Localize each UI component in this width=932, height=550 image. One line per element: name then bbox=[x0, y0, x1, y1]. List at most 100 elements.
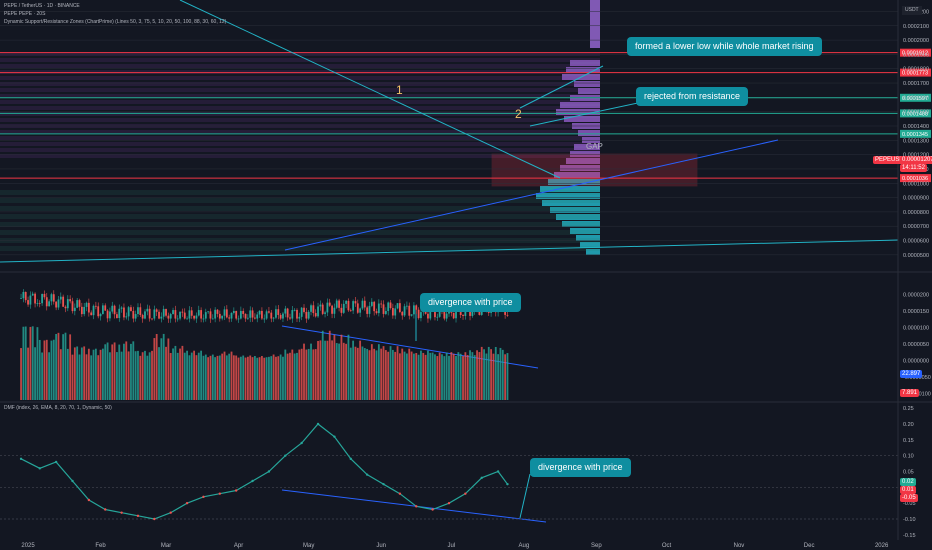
dmf-point bbox=[87, 498, 91, 502]
candle-body bbox=[22, 291, 25, 299]
currency-badge[interactable]: USDT bbox=[902, 6, 922, 15]
volume-bar bbox=[272, 354, 275, 400]
candle-body bbox=[101, 305, 104, 314]
candle-body bbox=[165, 308, 167, 316]
volume-bar bbox=[165, 346, 167, 400]
volume-bar bbox=[331, 340, 333, 400]
candle-body bbox=[298, 316, 301, 319]
candle-body bbox=[349, 310, 352, 312]
volume-bar bbox=[354, 346, 357, 400]
candle-body bbox=[417, 309, 420, 319]
candle-body bbox=[172, 310, 174, 315]
candle-body bbox=[195, 315, 198, 319]
key-level-label: 0.0001488 bbox=[902, 111, 928, 117]
price-tick-label: 0.0001600 bbox=[903, 95, 929, 101]
candle-body bbox=[87, 302, 90, 313]
price-candles bbox=[20, 289, 509, 323]
volume-bar bbox=[239, 356, 242, 400]
volume-bar bbox=[176, 352, 179, 400]
zone-band bbox=[0, 148, 600, 152]
candle-body bbox=[443, 309, 446, 319]
candle-body bbox=[62, 296, 65, 307]
candle-body bbox=[373, 301, 376, 312]
volume-bar bbox=[328, 330, 331, 400]
zone-band bbox=[0, 198, 600, 203]
volume-bar bbox=[73, 347, 76, 400]
candle-body bbox=[109, 311, 111, 319]
dmf-tick-label: -0.05 bbox=[903, 501, 916, 507]
volume-bar bbox=[476, 350, 478, 400]
candle-body bbox=[284, 308, 287, 314]
volume-bar bbox=[181, 345, 184, 400]
candle-body bbox=[83, 306, 86, 315]
dmf-point bbox=[333, 435, 336, 438]
volume-bar bbox=[466, 355, 469, 400]
x-tick-label: Dec bbox=[804, 543, 815, 549]
symbol-legend[interactable]: PEPE / TetherUS · 1D · BINANCE bbox=[4, 3, 80, 9]
dmf-tag-a: 0.02 bbox=[900, 478, 916, 486]
candle-body bbox=[94, 305, 97, 307]
volume-bar bbox=[424, 354, 427, 400]
volume-bar bbox=[349, 347, 352, 400]
callout-dmf-divergence: divergence with price bbox=[530, 458, 631, 477]
volume-bar bbox=[441, 354, 443, 400]
indicator-legend[interactable]: Dynamic Support/Resistance Zones (ChartP… bbox=[4, 19, 227, 25]
volume-bar bbox=[265, 357, 268, 400]
profile-bin bbox=[578, 130, 600, 136]
candle-body bbox=[401, 311, 404, 316]
candle-body bbox=[176, 318, 179, 320]
candle-body bbox=[429, 309, 432, 319]
dmf-divergence-line bbox=[281, 489, 547, 523]
volume-bar bbox=[303, 343, 305, 400]
candle-body bbox=[452, 312, 455, 319]
volume-bar bbox=[307, 348, 310, 400]
candle-body bbox=[272, 317, 275, 319]
dmf-point bbox=[496, 470, 500, 473]
candle-body bbox=[242, 310, 245, 314]
volume-bar bbox=[193, 350, 195, 400]
price-tick-label: 0.0000700 bbox=[903, 224, 929, 230]
volume-bar bbox=[270, 356, 273, 400]
wave-2-label: 2 bbox=[515, 107, 522, 121]
volume-bar bbox=[76, 346, 79, 400]
volume-bar bbox=[94, 348, 97, 400]
volume-bars bbox=[20, 326, 509, 400]
dmf-legend[interactable]: DMF (index, 26, EMA, 8, 20, 70, 1, Dynam… bbox=[4, 405, 112, 411]
volume-bar bbox=[235, 355, 238, 400]
volume-bar bbox=[31, 326, 34, 400]
candle-body bbox=[282, 313, 284, 319]
candle-body bbox=[80, 306, 83, 315]
volume-bar bbox=[483, 349, 485, 400]
candle-body bbox=[216, 309, 219, 314]
candle-body bbox=[167, 315, 170, 319]
candle-body bbox=[169, 314, 172, 319]
volume-bar bbox=[396, 346, 399, 400]
candle-body bbox=[289, 317, 291, 319]
x-tick-label: Sep bbox=[591, 543, 602, 549]
candle-body bbox=[190, 310, 193, 316]
volume-bar bbox=[455, 355, 457, 400]
volume-bar bbox=[413, 353, 415, 400]
candle-body bbox=[396, 303, 399, 309]
zone-band bbox=[0, 94, 600, 98]
volume-bar bbox=[29, 326, 32, 400]
volume-bar bbox=[48, 352, 51, 400]
zone-band bbox=[0, 64, 600, 68]
volume-bar bbox=[123, 343, 125, 400]
candle-body bbox=[232, 310, 235, 313]
candle-body bbox=[356, 303, 359, 313]
volume-bar bbox=[335, 343, 338, 400]
candle-body bbox=[204, 312, 207, 319]
key-level-label: 0.0001597 bbox=[902, 96, 928, 102]
candle-body bbox=[183, 312, 186, 319]
volume-bar bbox=[310, 343, 312, 400]
price-tick-label: 0.0001300 bbox=[903, 138, 929, 144]
candle-body bbox=[179, 311, 181, 319]
x-tick-label: 2025 bbox=[21, 543, 35, 549]
candle-body bbox=[34, 293, 36, 304]
candle-body bbox=[43, 293, 46, 298]
volume-tag-b: 7.891 bbox=[900, 389, 920, 397]
volume-bar bbox=[469, 350, 471, 400]
candle-body bbox=[251, 310, 254, 318]
